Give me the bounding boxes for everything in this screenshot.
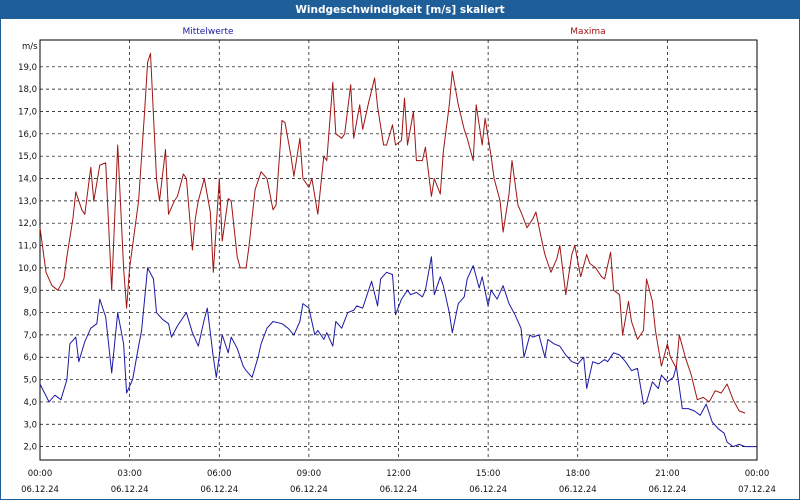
y-tick-label: 4,0 — [23, 398, 37, 408]
legend-mean: Mittelwerte — [182, 27, 233, 37]
x-tick-date: 06.12.24 — [290, 485, 328, 495]
y-tick-label: 11,0 — [18, 242, 37, 252]
x-tick-date: 06.12.24 — [380, 485, 418, 495]
x-tick-date: 06.12.24 — [469, 485, 507, 495]
y-tick-label: 5,0 — [23, 376, 37, 386]
series-lines — [39, 52, 757, 448]
x-tick-time: 15:00 — [476, 469, 501, 479]
y-axis-ticks: 2,0 3,0 4,0 5,0 6,0 7,0 8,0 9,0 10,0 11,0 12,0 13,0… — [18, 63, 37, 453]
y-axis-unit-label: m/s — [22, 42, 38, 52]
series-line-mean — [39, 256, 757, 448]
legend-max: Maxima — [570, 27, 605, 37]
window-title: Windgeschwindigkeit [m/s] skaliert — [1, 1, 799, 19]
x-tick-date: 06.12.24 — [21, 485, 59, 495]
x-tick-date: 06.12.24 — [200, 485, 238, 495]
y-tick-label: 14,0 — [18, 175, 37, 185]
x-tick-time: 00:00 — [745, 469, 770, 479]
y-tick-label: 10,0 — [18, 264, 37, 274]
x-tick-time: 21:00 — [655, 469, 680, 479]
x-axis-ticks: 00:00 06.12.24 03:00 06.12.24 06:00 06.12.24 0… — [21, 469, 776, 495]
y-tick-label: 8,0 — [23, 309, 37, 319]
y-tick-label: 12,0 — [18, 219, 37, 229]
x-tick-time: 00:00 — [28, 469, 53, 479]
x-tick-time: 18:00 — [566, 469, 591, 479]
grid-lines — [40, 40, 757, 460]
y-tick-label: 9,0 — [23, 286, 37, 296]
y-tick-label: 6,0 — [23, 353, 37, 363]
x-tick-date: 06.12.24 — [111, 485, 149, 495]
y-tick-label: 15,0 — [18, 152, 37, 162]
y-tick-label: 2,0 — [23, 443, 37, 453]
y-tick-label: 3,0 — [23, 420, 37, 430]
y-tick-label: 16,0 — [18, 130, 37, 140]
x-tick-time: 03:00 — [117, 469, 142, 479]
series-line-max — [39, 52, 746, 414]
x-tick-date: 06.12.24 — [559, 485, 597, 495]
x-tick-time: 09:00 — [297, 469, 322, 479]
y-tick-label: 7,0 — [23, 331, 37, 341]
y-tick-label: 17,0 — [18, 107, 37, 117]
y-tick-label: 13,0 — [18, 197, 37, 207]
x-tick-time: 12:00 — [386, 469, 411, 479]
x-tick-time: 06:00 — [207, 469, 232, 479]
y-tick-label: 18,0 — [18, 85, 37, 95]
x-tick-date: 06.12.24 — [648, 485, 686, 495]
y-tick-label: 19,0 — [18, 63, 37, 73]
x-tick-date: 07.12.24 — [738, 485, 776, 495]
